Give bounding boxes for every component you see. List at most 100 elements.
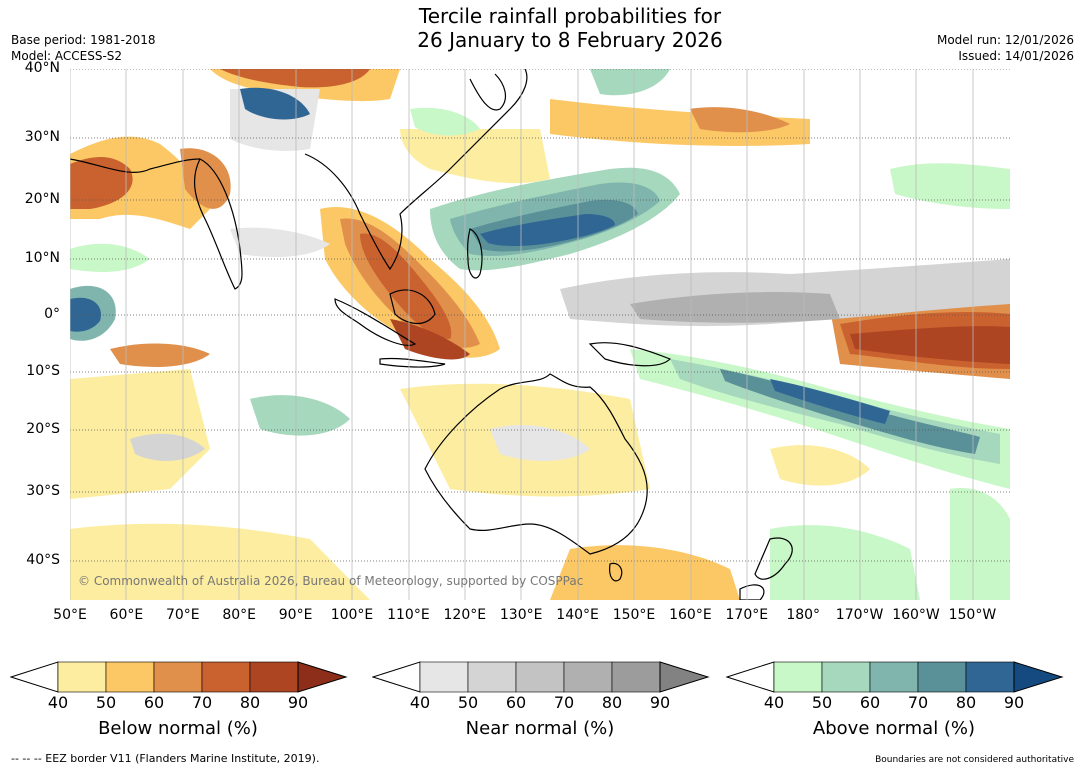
longitude-label: 170°E bbox=[725, 607, 769, 623]
se-asia-coast bbox=[304, 69, 528, 271]
latitude-label: 30°N bbox=[24, 129, 60, 145]
colorbar-segment bbox=[917, 661, 967, 693]
colorbar-segment bbox=[965, 661, 1015, 693]
colorbar-tick-label: 70 bbox=[191, 693, 213, 712]
colorbar-high-extension bbox=[659, 661, 710, 693]
tasmania-outline bbox=[609, 562, 623, 582]
base-period: Base period: 1981-2018 bbox=[11, 33, 156, 47]
coastlines bbox=[70, 69, 793, 600]
colorbar bbox=[372, 660, 712, 694]
colorbar-segment bbox=[419, 661, 469, 693]
colorbar bbox=[10, 660, 350, 694]
colorbar-segment bbox=[105, 661, 155, 693]
colorbar-tick-label: 50 bbox=[811, 693, 833, 712]
colorbar-segment bbox=[773, 661, 823, 693]
sumatra-outline bbox=[334, 298, 417, 346]
colorbar-tick-label: 70 bbox=[553, 693, 575, 712]
issued-date: Issued: 14/01/2026 bbox=[958, 49, 1074, 63]
above-normal-areas bbox=[70, 69, 1010, 600]
java-outline bbox=[379, 357, 446, 368]
colorbar-tick-label: 60 bbox=[143, 693, 165, 712]
japan-korea-coast bbox=[469, 73, 507, 111]
colorbar-low-extension bbox=[372, 661, 421, 693]
latitude-label: 20°S bbox=[26, 421, 60, 437]
colorbar-segment bbox=[57, 661, 107, 693]
longitude-label: 70°E bbox=[165, 607, 200, 623]
longitude-label: 110°E bbox=[387, 607, 430, 623]
new-guinea-outline bbox=[588, 342, 672, 367]
longitude-label: 100°E bbox=[330, 607, 374, 623]
colorbar-tick-label: 70 bbox=[907, 693, 929, 712]
longitude-label: 160°E bbox=[669, 607, 712, 623]
colorbar-tick-label: 60 bbox=[505, 693, 527, 712]
longitude-label: 150°W bbox=[948, 607, 997, 623]
latitude-label: 40°S bbox=[26, 552, 60, 568]
copyright-notice: © Commonwealth of Australia 2026, Bureau… bbox=[78, 574, 584, 588]
colorbar-tick-label: 90 bbox=[287, 693, 309, 712]
latitude-label: 30°S bbox=[26, 483, 60, 499]
colorbar-low-extension bbox=[726, 661, 775, 693]
colorbar-segment bbox=[201, 661, 251, 693]
colorbar bbox=[726, 660, 1066, 694]
colorbar-segment bbox=[249, 661, 299, 693]
meta-left: Base period: 1981-2018 Model: ACCESS-S2 bbox=[11, 32, 156, 64]
colorbar-segment bbox=[869, 661, 919, 693]
colorbar-title: Near normal (%) bbox=[465, 718, 615, 739]
colorbar-tick-label: 80 bbox=[955, 693, 977, 712]
colorbar-high-extension bbox=[297, 661, 348, 693]
colorbar-tick-label: 50 bbox=[457, 693, 479, 712]
longitude-label: 60°E bbox=[109, 607, 144, 623]
probability-map bbox=[70, 69, 1010, 600]
longitude-label: 140°E bbox=[556, 607, 599, 623]
title-line-1: Tercile rainfall probabilities for bbox=[418, 4, 722, 28]
colorbar-tick-label: 80 bbox=[239, 693, 261, 712]
borneo-outline bbox=[389, 289, 436, 324]
australia-outline bbox=[424, 373, 648, 555]
longitude-label: 120°E bbox=[443, 607, 487, 623]
meta-right: Model run: 12/01/2026 Issued: 14/01/2026 bbox=[937, 32, 1074, 64]
boundary-disclaimer: Boundaries are not considered authoritat… bbox=[875, 755, 1074, 765]
colorbar-segment bbox=[467, 661, 517, 693]
latitude-label: 10°N bbox=[24, 250, 60, 266]
colorbar-tick-label: 40 bbox=[763, 693, 785, 712]
colorbar-high-extension bbox=[1013, 661, 1064, 693]
colorbar-title: Below normal (%) bbox=[98, 718, 258, 739]
model-name: Model: ACCESS-S2 bbox=[11, 49, 123, 63]
map-canvas bbox=[70, 69, 1010, 600]
india-outline bbox=[194, 158, 243, 290]
longitude-label: 80°E bbox=[222, 607, 257, 623]
near-normal-areas bbox=[130, 89, 1010, 461]
colorbar-low-extension bbox=[10, 661, 59, 693]
colorbar-tick-label: 40 bbox=[47, 693, 69, 712]
model-run: Model run: 12/01/2026 bbox=[936, 33, 1074, 47]
longitude-label: 50°E bbox=[53, 607, 87, 623]
below-normal-areas bbox=[70, 69, 1010, 600]
colorbar-tick-label: 80 bbox=[601, 693, 623, 712]
chart-title: Tercile rainfall probabilities for 26 Ja… bbox=[0, 4, 1085, 52]
latitude-label: 20°N bbox=[24, 191, 60, 207]
latitude-label: 0° bbox=[44, 306, 60, 322]
longitude-label: 160°W bbox=[892, 607, 940, 623]
longitude-label: 90°E bbox=[278, 607, 313, 623]
longitude-label: 130°E bbox=[499, 607, 543, 623]
colorbar-tick-label: 60 bbox=[859, 693, 881, 712]
colorbar-segment bbox=[821, 661, 871, 693]
colorbar-tick-label: 90 bbox=[1003, 693, 1025, 712]
colorbar-segment bbox=[515, 661, 565, 693]
colorbar-title: Above normal (%) bbox=[812, 718, 976, 739]
arabia-coast bbox=[70, 158, 201, 173]
longitude-label: 150°E bbox=[612, 607, 656, 623]
philippines-outline bbox=[467, 228, 483, 279]
longitude-label: 180° bbox=[786, 607, 821, 623]
colorbar-tick-label: 50 bbox=[95, 693, 117, 712]
colorbar-segment bbox=[611, 661, 661, 693]
colorbar-tick-label: 90 bbox=[649, 693, 671, 712]
colorbar-tick-label: 40 bbox=[409, 693, 431, 712]
longitude-label: 170°W bbox=[835, 607, 884, 623]
eez-note: -- -- -- EEZ border V11 (Flanders Marine… bbox=[11, 752, 320, 765]
latitude-label: 40°N bbox=[24, 60, 60, 76]
gridlines bbox=[70, 69, 1010, 600]
colorbar-segment bbox=[153, 661, 203, 693]
latitude-label: 10°S bbox=[26, 363, 60, 379]
colorbar-segment bbox=[563, 661, 613, 693]
